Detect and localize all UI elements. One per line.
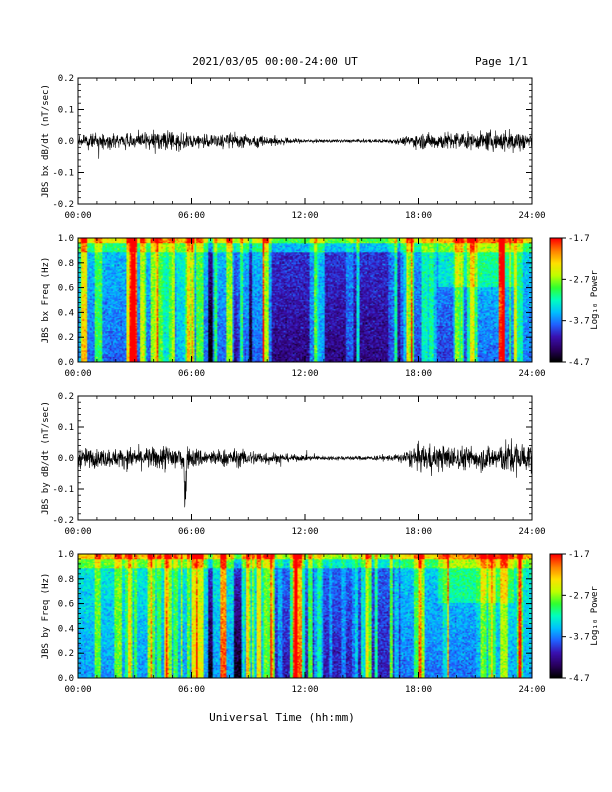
x-tick-label: 18:00 (405, 527, 432, 537)
colorbar-tick-label: -3.7 (568, 633, 590, 643)
by-waveform-panel: -0.2 -0.1 0.0 0.1 0.2 00:00 06:00 12:00 18:00 24:… (41, 392, 546, 537)
x-tick-label: 06:00 (178, 369, 205, 379)
x-tick-label: 06:00 (178, 211, 205, 221)
y-tick-label: 0.2 (58, 649, 74, 659)
x-tick-label: 00:00 (64, 211, 91, 221)
colorbar-tick-label: -2.7 (568, 591, 590, 601)
y-axis-label: JBS by Freq (Hz) (41, 573, 51, 660)
x-tick-label: 24:00 (518, 527, 545, 537)
figure-title: 2021/03/05 00:00-24:00 UT (192, 55, 358, 68)
y-tick-label: 0.2 (58, 333, 74, 343)
x-tick-label: 12:00 (291, 211, 318, 221)
y-axis-label: JBS bx Freq (Hz) (41, 257, 51, 344)
y-tick-label: 0.2 (58, 392, 74, 402)
x-tick-label: 24:00 (518, 211, 545, 221)
x-tick-label: 00:00 (64, 527, 91, 537)
y-tick-label: -0.1 (52, 485, 74, 495)
colorbar-tick-label: -2.7 (568, 275, 590, 285)
y-tick-label: 0.0 (58, 674, 74, 684)
by-spectrogram-image (78, 554, 532, 678)
colorbar-frame (549, 553, 563, 679)
y-tick-label: 0.1 (58, 106, 74, 116)
y-tick-label: 0.6 (58, 284, 74, 294)
y-tick-label: -0.2 (52, 200, 74, 210)
x-tick-label: 00:00 (64, 369, 91, 379)
x-axis-title: Universal Time (hh:mm) (209, 711, 355, 724)
y-tick-label: 0.0 (58, 137, 74, 147)
page-indicator: Page 1/1 (475, 55, 528, 68)
x-tick-label: 06:00 (178, 527, 205, 537)
x-tick-label: 06:00 (178, 685, 205, 695)
y-tick-label: 0.0 (58, 454, 74, 464)
x-tick-label: 12:00 (291, 369, 318, 379)
colorbar-image (550, 554, 562, 678)
x-tick-label: 18:00 (405, 211, 432, 221)
colorbar-label: Log₁₀ Power (590, 586, 600, 646)
x-tick-label: 24:00 (518, 685, 545, 695)
bx-waveform-panel: -0.2 -0.1 0.0 0.1 0.2 00:00 06:00 12:00 18:00 24:… (41, 74, 546, 221)
y-tick-label: 0.6 (58, 600, 74, 610)
bx-spectrogram-image (78, 238, 532, 362)
y-tick-label: 0.8 (58, 575, 74, 585)
colorbar-tick-label: -1.7 (568, 234, 590, 244)
x-tick-label: 12:00 (291, 527, 318, 537)
y-axis-label: JBS by dB/dt (nT/sec) (41, 401, 51, 515)
y-tick-label: 1.0 (58, 550, 74, 560)
y-tick-label: -0.1 (52, 169, 74, 179)
y-axis-label: JBS bx dB/dt (nT/sec) (41, 84, 51, 198)
y-tick-label: 0.4 (58, 308, 74, 318)
by-waveform-trace (77, 438, 533, 508)
colorbar-image (550, 238, 562, 362)
by-spectrogram-panel: -1.7 -2.7 -3.7 -4.7 Log₁₀ Power 0.0 0.2 0.4 0.6 0… (41, 550, 600, 695)
y-tick-label: 0.2 (58, 74, 74, 84)
colorbar-label: Log₁₀ Power (590, 270, 600, 330)
y-tick-label: -0.2 (52, 516, 74, 526)
colorbar-tick-label: -3.7 (568, 317, 590, 327)
y-tick-label: 0.0 (58, 358, 74, 368)
y-tick-label: 1.0 (58, 234, 74, 244)
colorbar-frame (549, 237, 563, 363)
x-tick-label: 24:00 (518, 369, 545, 379)
x-tick-label: 18:00 (405, 685, 432, 695)
colorbar-tick-label: -4.7 (568, 358, 590, 368)
x-tick-label: 18:00 (405, 369, 432, 379)
y-tick-label: 0.1 (58, 423, 74, 433)
x-tick-label: 12:00 (291, 685, 318, 695)
x-tick-label: 00:00 (64, 685, 91, 695)
colorbar-tick-label: -4.7 (568, 674, 590, 684)
bx-waveform-trace (77, 128, 533, 159)
y-tick-label: 0.8 (58, 259, 74, 269)
colorbar-tick-label: -1.7 (568, 550, 590, 560)
y-tick-label: 0.4 (58, 624, 74, 634)
bx-spectrogram-panel: -1.7 -2.7 -3.7 -4.7 Log₁₀ Power 0.0 0.2 0.4 0.6 0… (41, 234, 600, 379)
